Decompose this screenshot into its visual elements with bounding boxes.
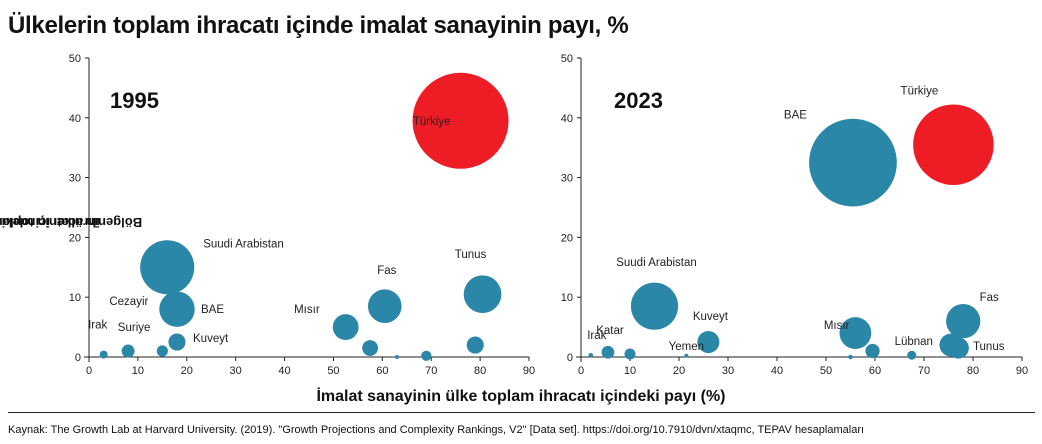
y-tick-label: 20 xyxy=(69,232,81,244)
x-axis-label: İmalat sanayinin ülke toplam ihracatı iç… xyxy=(316,388,726,405)
bubble-lübnan xyxy=(907,350,917,360)
bubble-label: Yemen xyxy=(669,341,704,353)
x-tick-label: 80 xyxy=(474,365,486,377)
y-tick-label: 0 xyxy=(567,352,573,364)
bubble-unlabeled xyxy=(421,350,432,361)
bubble-tunus xyxy=(463,275,502,314)
bubble-unlabeled xyxy=(395,355,399,359)
bubble-label: Fas xyxy=(377,265,396,277)
y-tick-label: 30 xyxy=(561,173,573,185)
panel-title: 1995 xyxy=(110,88,159,113)
bubble-label: Suudi Arabistan xyxy=(203,238,284,250)
y-tick-label: 10 xyxy=(69,292,81,304)
x-tick-label: 10 xyxy=(624,365,636,377)
bubble-label: Lübnan xyxy=(895,336,933,348)
bubble-label: Cezayir xyxy=(109,296,148,308)
bubble-label: Suudi Arabistan xyxy=(616,257,697,269)
bubble-label: Irak xyxy=(88,320,107,332)
bubble-katar xyxy=(601,345,615,359)
y-tick-label: 50 xyxy=(69,53,81,65)
bubble-label: Türkiye xyxy=(413,116,451,128)
x-tick-label: 30 xyxy=(722,365,734,377)
bubble-unlabeled xyxy=(865,343,880,359)
bubble-türkiye xyxy=(913,104,994,185)
bubble-label: Mısır xyxy=(294,304,320,316)
bubble-fas xyxy=(367,289,402,323)
bubble-label: Kuveyt xyxy=(693,311,729,323)
bubble-yemen xyxy=(684,353,689,358)
bubble-unlabeled xyxy=(624,348,636,360)
bubble-unlabeled xyxy=(362,340,379,356)
x-tick-label: 70 xyxy=(918,365,930,377)
bubble-bae xyxy=(809,118,897,207)
bubble-label: BAE xyxy=(784,110,807,122)
bubble-fas xyxy=(946,303,981,339)
y-tick-label: 40 xyxy=(561,113,573,125)
bubble-suriye xyxy=(121,344,135,358)
x-tick-label: 90 xyxy=(523,365,535,377)
x-tick-label: 50 xyxy=(327,365,339,377)
x-tick-label: 90 xyxy=(1016,365,1028,377)
x-tick-label: 0 xyxy=(578,365,584,377)
bubble-kuveyt xyxy=(697,331,720,354)
bubble-suudi-arabistan xyxy=(630,282,679,330)
panel-title: 2023 xyxy=(614,88,663,113)
bubble-cezayir xyxy=(156,345,168,357)
bubble-irak xyxy=(99,350,108,359)
bubble-kuveyt xyxy=(168,333,186,351)
x-tick-label: 60 xyxy=(869,365,881,377)
bubble-bae xyxy=(159,291,195,327)
y-tick-label: 20 xyxy=(561,232,573,244)
bubble-label: Irak xyxy=(587,330,606,342)
bubble-unlabeled xyxy=(466,336,484,354)
bubble-label: BAE xyxy=(201,304,224,316)
bubble-label: Kuveyt xyxy=(193,333,229,345)
x-tick-label: 40 xyxy=(278,365,290,377)
bubble-unlabeled xyxy=(848,354,853,360)
x-tick-label: 80 xyxy=(967,365,979,377)
x-tick-label: 10 xyxy=(132,365,144,377)
bubble-label: Katar xyxy=(596,325,624,337)
x-tick-label: 0 xyxy=(86,365,92,377)
x-tick-label: 30 xyxy=(230,365,242,377)
bubble-label: Suriye xyxy=(118,322,151,334)
y-tick-label: 40 xyxy=(69,113,81,125)
panel-1995: 0 10 20 30 40 50 0 10 20 30 40 50 60 70 80 90 1995 Türkiy… xyxy=(69,53,535,377)
x-tick-label: 40 xyxy=(771,365,783,377)
bubble-label: Fas xyxy=(980,292,999,304)
x-tick-label: 60 xyxy=(376,365,388,377)
y-tick-label: 50 xyxy=(561,53,573,65)
panel-2023: 0 10 20 30 40 50 0 10 20 30 40 50 60 70 80 90 2023 Türkiy… xyxy=(561,53,1028,377)
chart-title: Ülkelerin toplam ihracatı içinde imalat … xyxy=(8,12,629,39)
bubble-label: Tunus xyxy=(455,249,487,261)
bubble-mısır xyxy=(839,317,872,349)
bubble-label: Türkiye xyxy=(901,86,939,98)
bubble-türkiye xyxy=(412,72,509,169)
bubble-label: Tunus xyxy=(973,341,1005,353)
bubble-irak xyxy=(588,352,594,358)
bubble-mısır xyxy=(332,314,359,341)
bubble-suudi-arabistan xyxy=(140,240,195,295)
x-tick-label: 20 xyxy=(673,365,685,377)
footer-divider xyxy=(8,412,1035,413)
x-tick-label: 20 xyxy=(181,365,193,377)
source-note: Kaynak: The Growth Lab at Harvard Univer… xyxy=(8,424,865,436)
bubble-unlabeled xyxy=(947,337,969,359)
bubble-label: Mısır xyxy=(824,320,850,332)
x-tick-label: 50 xyxy=(820,365,832,377)
x-tick-label: 70 xyxy=(425,365,437,377)
y-tick-label: 30 xyxy=(69,173,81,185)
y-tick-label: 0 xyxy=(75,352,81,364)
y-tick-label: 10 xyxy=(561,292,573,304)
